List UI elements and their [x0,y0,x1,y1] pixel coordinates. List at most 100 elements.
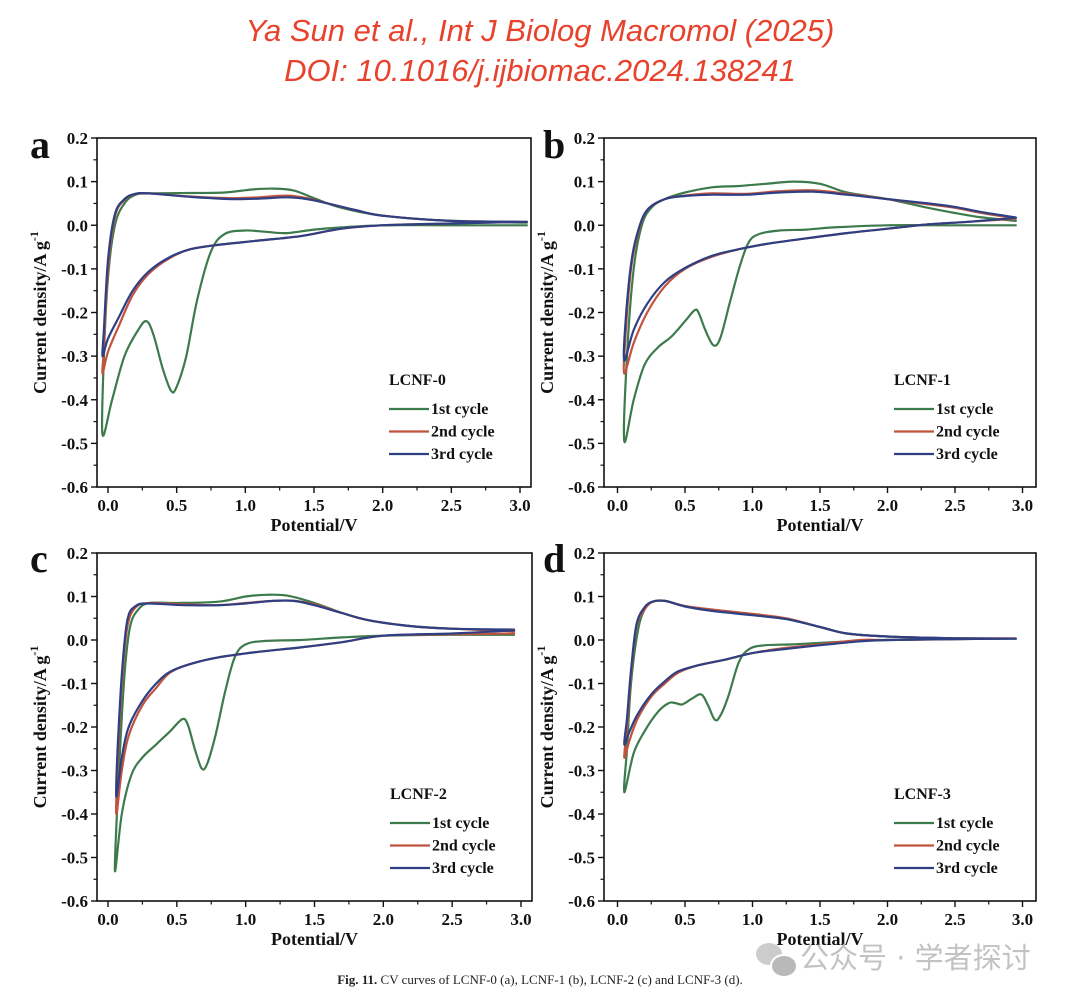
y-tick-label: -0.3 [568,762,595,781]
chart-panel-b: 0.0 0.5 1.0 1.5 2.0 2.5 3.0 0.2 0.1 0.0 -0.1 -0.2 -0… [534,122,1037,535]
x-tick-label: 1.5 [303,496,324,515]
y-tick-label: 0.0 [67,631,88,650]
series-line-3 [622,190,1017,362]
x-tick-label: 0.0 [607,496,628,515]
x-axis-title: Potential/V [777,929,864,949]
x-tick-label: 0.5 [674,910,695,929]
legend-label-3: 3rd cycle [431,446,493,463]
y-tick-label: -0.5 [61,849,88,868]
x-tick-label: 1.5 [809,496,830,515]
watermark: 公众号 · 学者探讨 [756,938,1031,978]
x-tick-label: 2.5 [944,910,965,929]
y-tick-label: 0.1 [574,588,595,607]
x-tick-label: 2.5 [441,496,462,515]
y-tick-label: -0.6 [568,478,595,497]
series-line-3 [114,599,516,798]
series-line-2 [622,189,1017,375]
y-axis-title: Current density/A g-1 [27,646,50,809]
y-axis-title-superscript: -1 [27,646,41,656]
y-tick-label: 0.0 [574,216,595,235]
y-axis-title: Current density/A g-1 [534,231,557,394]
x-tick-label: 1.5 [304,910,325,929]
x-tick-label: 2.0 [373,910,394,929]
y-tick-label: 0.1 [67,588,88,607]
x-tick-label: 1.0 [742,496,763,515]
y-tick-label: 0.1 [67,173,88,192]
y-axis-title-text: Current density/A g [537,656,557,809]
x-tick-label: 2.0 [877,910,898,929]
y-tick-label: 0.2 [67,129,88,148]
y-tick-label: -0.1 [61,675,88,694]
x-tick-label: 1.0 [742,910,763,929]
x-tick-label: 3.0 [1012,910,1033,929]
x-tick-label: 1.0 [235,496,256,515]
x-tick-label: 0.0 [97,910,118,929]
watermark-text: 公众号 · 学者探讨 [800,941,1031,975]
y-tick-label: -0.4 [61,805,88,824]
series-line-2 [101,191,528,375]
legend-label-3: 3rd cycle [936,860,998,877]
y-tick-label: 0.2 [67,544,88,563]
y-tick-label: -0.3 [61,347,88,366]
legend-label-3: 3rd cycle [432,860,494,877]
y-tick-label: 0.2 [574,544,595,563]
x-tick-label: 2.5 [944,496,965,515]
x-tick-label: 1.0 [235,910,256,929]
y-tick-label: 0.2 [574,129,595,148]
y-axis-title-superscript: -1 [534,231,548,241]
x-axis-title: Potential/V [271,515,358,535]
citation-authors: Ya Sun et al., Int J Biolog Macromol (20… [245,13,835,48]
y-tick-label: -0.2 [61,718,88,737]
x-tick-label: 0.5 [674,496,695,515]
panel-letter: a [30,122,50,167]
y-tick-label: -0.4 [568,391,595,410]
y-tick-label: -0.6 [61,892,88,911]
y-axis-title-text: Current density/A g [30,656,50,809]
panel-letter: c [30,536,48,581]
legend-label-2: 2nd cycle [432,838,496,855]
x-tick-label: 3.0 [1012,496,1033,515]
legend-label-3: 3rd cycle [936,446,998,463]
series-line-1 [113,593,516,873]
y-axis-title-text: Current density/A g [30,241,50,394]
x-axis-title: Potential/V [271,929,358,949]
x-tick-label: 1.5 [809,910,830,929]
figure-caption: Fig. 11. CV curves of LCNF-0 (a), LCNF-1… [0,972,1080,988]
chart-panel-c: 0.0 0.5 1.0 1.5 2.0 2.5 3.0 0.2 0.1 0.0 -0.1 -0.2 -0… [27,536,533,949]
y-tick-label: -0.1 [568,260,595,279]
y-tick-label: -0.4 [568,805,595,824]
x-tick-label: 0.0 [97,496,118,515]
legend-label-1: 1st cycle [936,401,993,418]
chart-panel-d: 0.0 0.5 1.0 1.5 2.0 2.5 3.0 0.2 0.1 0.0 -0.1 -0.2 -0… [534,536,1037,949]
y-axis-title: Current density/A g-1 [27,231,50,394]
y-tick-label: -0.6 [61,478,88,497]
legend-label-2: 2nd cycle [431,424,495,441]
y-tick-label: -0.2 [61,304,88,323]
y-tick-label: 0.0 [67,216,88,235]
y-tick-label: -0.5 [61,434,88,453]
y-axis-title-superscript: -1 [27,231,41,241]
y-tick-label: -0.3 [61,762,88,781]
y-tick-label: -0.5 [568,849,595,868]
y-tick-label: -0.5 [568,434,595,453]
y-axis-title-text: Current density/A g [537,241,557,394]
legend-label-2: 2nd cycle [936,424,1000,441]
y-axis-title: Current density/A g-1 [534,646,557,809]
legend-title: LCNF-0 [389,372,446,389]
legend-label-1: 1st cycle [431,401,488,418]
caption-text: CV curves of LCNF-0 (a), LCNF-1 (b), LCN… [380,972,743,987]
x-tick-label: 0.5 [166,496,187,515]
wechat-icon [756,943,798,978]
caption-label: Fig. 11. [337,972,378,987]
y-tick-label: -0.6 [568,892,595,911]
series-line-3 [101,191,528,358]
legend-title: LCNF-1 [894,372,951,389]
y-tick-label: -0.3 [568,347,595,366]
y-tick-label: -0.1 [568,675,595,694]
x-tick-label: 2.0 [877,496,898,515]
series-line-3 [623,599,1017,746]
x-tick-label: 0.5 [166,910,187,929]
legend-label-1: 1st cycle [936,815,993,832]
x-tick-label: 3.0 [510,910,531,929]
y-tick-label: -0.2 [568,718,595,737]
